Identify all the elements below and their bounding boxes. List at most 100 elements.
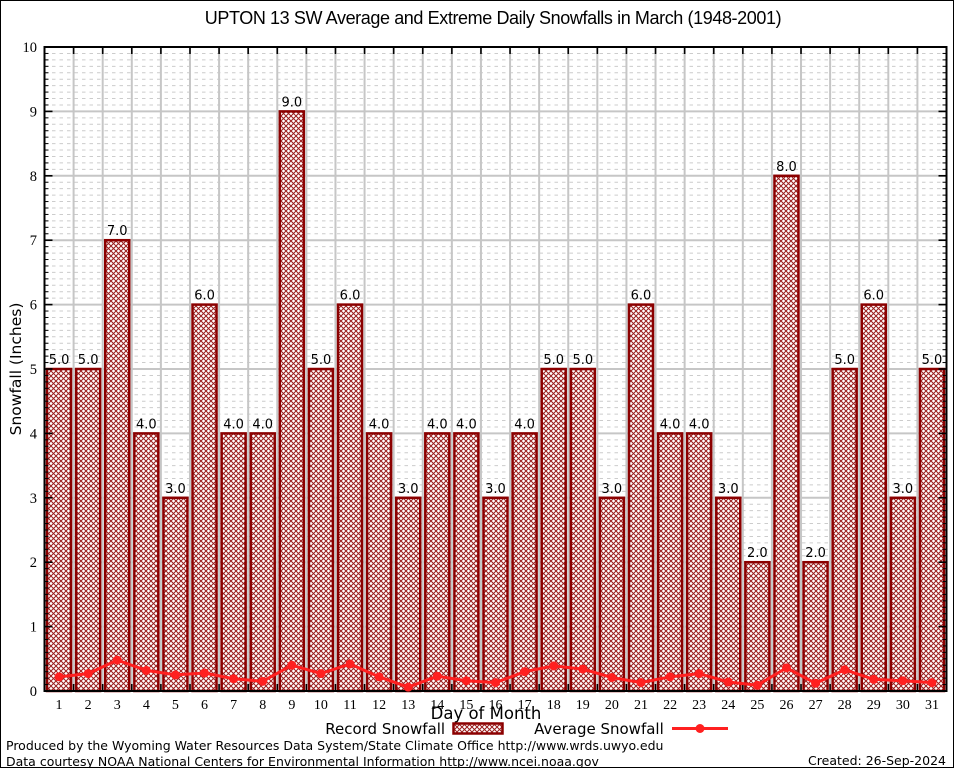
record-bar (365, 432, 393, 693)
chart-title: UPTON 13 SW Average and Extreme Daily Sn… (204, 8, 782, 28)
x-tick-label: 17 (518, 698, 532, 713)
y-tick-label: 2 (30, 555, 37, 571)
record-bar (540, 367, 567, 693)
record-bar (569, 367, 597, 693)
bar-value-label: 4.0 (223, 417, 244, 432)
record-bar (220, 432, 247, 693)
bar-value-label: 4.0 (427, 417, 448, 432)
bar-value-label: 4.0 (456, 417, 477, 432)
x-tick-label: 29 (867, 698, 881, 713)
record-bar (249, 432, 276, 693)
y-tick-label: 10 (23, 40, 38, 56)
x-tick-label: 27 (809, 698, 823, 713)
y-tick-label: 3 (30, 491, 37, 507)
average-point (403, 682, 413, 692)
record-bar (802, 560, 829, 693)
y-tick-label: 0 (30, 684, 37, 700)
x-tick-label: 16 (489, 698, 503, 713)
x-tick-label: 10 (314, 698, 328, 713)
average-point (752, 680, 762, 690)
record-bar (191, 303, 218, 693)
bar-value-label: 3.0 (602, 482, 623, 497)
average-point (811, 678, 821, 688)
bar-value-label: 4.0 (252, 417, 273, 432)
x-tick-label: 18 (547, 698, 561, 713)
record-bar (394, 496, 422, 693)
bar-value-label: 5.0 (49, 353, 70, 368)
bar-value-label: 7.0 (107, 224, 128, 239)
bar-value-label: 3.0 (398, 482, 419, 497)
average-point (258, 676, 268, 686)
record-bar (482, 496, 509, 693)
average-point (578, 664, 588, 674)
x-tick-label: 4 (143, 698, 150, 713)
record-bar (307, 367, 335, 693)
average-point (83, 669, 93, 679)
record-bar (74, 367, 102, 693)
bar-value-label: 6.0 (340, 289, 361, 304)
x-tick-label: 7 (230, 698, 237, 713)
bar-value-label: 4.0 (514, 417, 535, 432)
footer-attribution-wrds: Produced by the Wyoming Water Resources … (6, 738, 664, 753)
created-date: Created: 26-Sep-2024 (808, 753, 946, 768)
x-tick-label: 22 (663, 698, 677, 713)
bar-value-label: 6.0 (194, 289, 215, 304)
y-tick-label: 1 (30, 620, 37, 636)
record-bar (424, 432, 451, 693)
x-tick-label: 30 (896, 698, 910, 713)
plot-border (43, 46, 948, 692)
average-point (665, 672, 675, 682)
average-point (549, 661, 559, 671)
average-point (200, 668, 210, 678)
x-tick-label: 8 (259, 698, 266, 713)
record-bar (685, 432, 713, 693)
bar-value-label: 5.0 (543, 353, 564, 368)
y-tick-label: 7 (30, 233, 37, 249)
y-tick-label: 8 (30, 169, 37, 185)
record-snowfall-swatch-icon (452, 722, 504, 735)
bar-value-label: 8.0 (776, 160, 797, 175)
x-tick-label: 9 (288, 698, 295, 713)
average-point (170, 670, 180, 680)
bar-value-label: 5.0 (311, 353, 332, 368)
record-bar (627, 303, 655, 693)
bar-value-label: 4.0 (369, 417, 390, 432)
record-bar (773, 174, 800, 693)
y-tick-label: 9 (30, 104, 37, 120)
average-point (520, 667, 530, 677)
average-point (432, 671, 442, 681)
x-tick-label: 5 (172, 698, 179, 713)
average-point (723, 677, 733, 687)
legend: Record Snowfall Average Snowfall (50, 719, 953, 738)
footer-attribution-noaa: Data courtesy NOAA National Centers for … (6, 754, 599, 768)
bar-value-label: 6.0 (631, 289, 652, 304)
x-tick-label: 23 (692, 698, 706, 713)
bar-value-label: 9.0 (281, 95, 302, 110)
average-point (112, 655, 122, 665)
record-bar (278, 110, 306, 693)
average-point (54, 672, 64, 682)
x-tick-label: 26 (779, 698, 793, 713)
average-point (781, 663, 791, 673)
bar-value-label: 2.0 (747, 546, 768, 561)
y-tick-label: 5 (30, 362, 37, 378)
average-point (141, 665, 151, 675)
legend-average-label: Average Snowfall (534, 719, 664, 738)
x-tick-label: 28 (838, 698, 852, 713)
record-bar (598, 496, 626, 693)
record-bar (656, 432, 684, 693)
x-tick-label: 13 (401, 698, 415, 713)
x-tick-label: 15 (459, 698, 473, 713)
average-point (491, 678, 500, 688)
x-tick-label: 20 (605, 698, 619, 713)
average-point (636, 678, 646, 688)
x-tick-label: 21 (634, 698, 648, 713)
x-axis-title: Day of Month (430, 704, 542, 723)
bar-value-label: 4.0 (660, 417, 681, 432)
bar-value-label: 4.0 (689, 417, 710, 432)
average-point (869, 674, 879, 684)
record-bar (162, 496, 189, 693)
x-tick-label: 14 (430, 698, 444, 713)
